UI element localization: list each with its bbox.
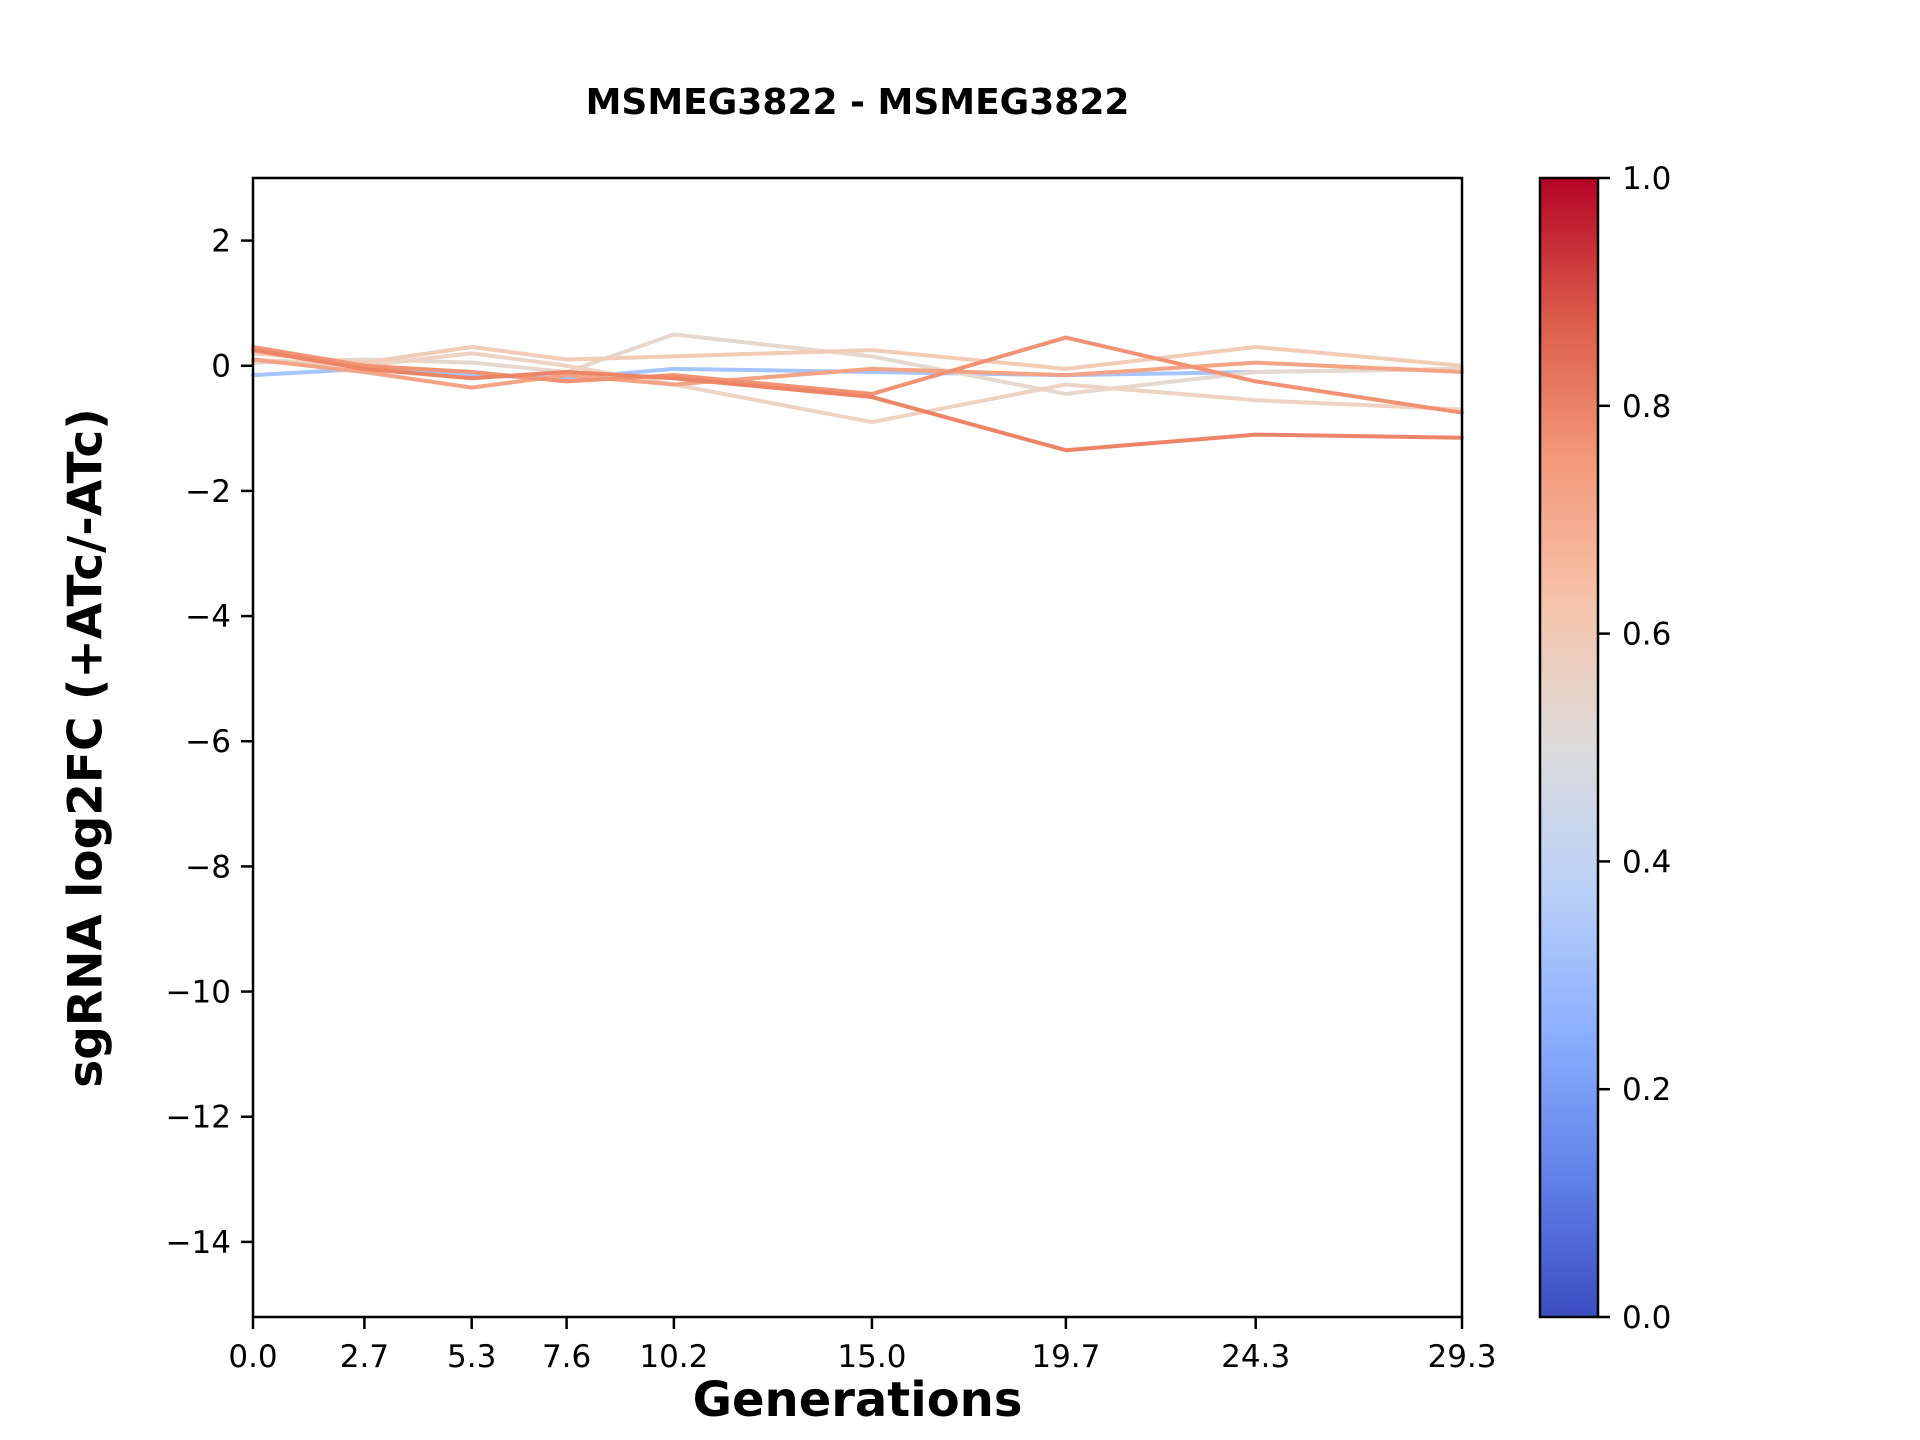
series-line-6: [251, 335, 1464, 415]
svg-text:−10: −10: [166, 975, 231, 1011]
plot-border: [251, 176, 1464, 1319]
svg-text:2.7: 2.7: [340, 1339, 389, 1375]
svg-text:0.8: 0.8: [1622, 389, 1671, 425]
series-lines: [251, 332, 1464, 453]
svg-text:5.3: 5.3: [447, 1339, 496, 1375]
svg-text:−2: −2: [185, 474, 231, 510]
svg-text:2: 2: [211, 224, 231, 260]
svg-text:0: 0: [211, 349, 231, 385]
svg-text:−8: −8: [185, 849, 231, 885]
svg-text:−14: −14: [166, 1225, 231, 1261]
svg-text:−12: −12: [166, 1100, 231, 1136]
svg-text:0.0: 0.0: [228, 1339, 277, 1375]
svg-text:19.7: 19.7: [1031, 1339, 1100, 1375]
svg-text:−4: −4: [185, 599, 231, 635]
colorbar: 1.0 0.8 0.6 0.4 0.2 0.0: [1538, 161, 1671, 1336]
svg-text:24.3: 24.3: [1221, 1339, 1290, 1375]
svg-text:1.0: 1.0: [1622, 161, 1671, 197]
x-axis-ticks: 0.0 2.7 5.3 7.6 10.2 15.0 19.7 24.3 29.3: [228, 1317, 1497, 1375]
y-axis-ticks: 2 0 −2 −4 −6 −8 −10 −12 −14: [166, 224, 253, 1261]
svg-text:0.4: 0.4: [1622, 844, 1671, 880]
svg-text:15.0: 15.0: [837, 1339, 906, 1375]
x-axis-label: Generations: [692, 1372, 1023, 1428]
svg-text:0.0: 0.0: [1622, 1300, 1671, 1336]
series-line-7: [251, 348, 1464, 453]
svg-text:10.2: 10.2: [639, 1339, 708, 1375]
svg-text:7.6: 7.6: [542, 1339, 591, 1375]
svg-text:29.3: 29.3: [1427, 1339, 1496, 1375]
svg-text:0.6: 0.6: [1622, 617, 1671, 653]
svg-text:0.2: 0.2: [1622, 1072, 1671, 1108]
chart-title: MSMEG3822 - MSMEG3822: [585, 82, 1130, 123]
series-line-4: [251, 344, 1464, 371]
svg-text:−6: −6: [185, 724, 231, 760]
